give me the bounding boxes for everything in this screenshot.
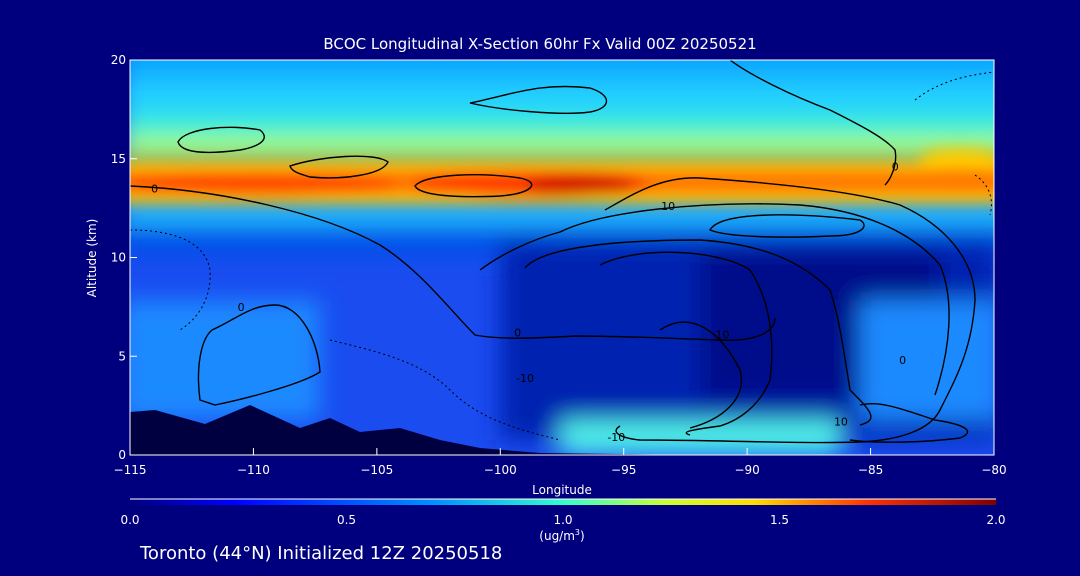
y-axis-label: Altitude (km) (85, 219, 99, 298)
y-tick-label-3: 15 (111, 152, 126, 166)
x-tick-label-1: −110 (237, 463, 270, 477)
contour-label-1: 0 (238, 301, 245, 314)
footer-caption: Toronto (44°N) Initialized 12Z 20250518 (140, 543, 503, 564)
x-tick-label-6: −85 (858, 463, 883, 477)
contour-label-2: 0 (514, 327, 521, 340)
x-axis: −115 −110 −105 −100 −95 −90 −85 −80 (114, 448, 1007, 477)
contour-label-7: 10 (834, 415, 848, 428)
colorbar-ticks: 0.0 0.5 1.0 1.5 2.0 (120, 513, 1005, 527)
contour-label-8: 0 (892, 161, 899, 174)
x-tick-label-4: −95 (611, 463, 636, 477)
x-axis-label: Longitude (532, 483, 592, 497)
y-tick-label-1: 5 (118, 349, 126, 363)
colorbar-tick-2: 1.0 (553, 513, 572, 527)
x-tick-label-2: −105 (360, 463, 393, 477)
x-tick-label-7: −80 (981, 463, 1006, 477)
dotted-contours (130, 71, 994, 441)
contours (130, 60, 976, 444)
y-tick-label-0: 0 (118, 448, 126, 462)
y-tick-label-2: 10 (111, 251, 126, 265)
colorbar-tick-0: 0.0 (120, 513, 139, 527)
colorbar-tick-4: 2.0 (986, 513, 1005, 527)
contour-label-4: -10 (607, 431, 625, 444)
contour-label-0: 0 (151, 182, 158, 195)
contour-labels: 0 0 0 -10 -10 10 10 10 0 0 (151, 161, 906, 445)
x-tick-label-3: −100 (484, 463, 517, 477)
y-axis: 0 5 10 15 20 (111, 53, 137, 462)
contour-label-3: -10 (516, 372, 534, 385)
colorbar (130, 499, 996, 505)
colorbar-tick-3: 1.5 (770, 513, 789, 527)
y-tick-label-4: 20 (111, 53, 126, 67)
contour-label-5: 10 (661, 200, 675, 213)
colorbar-tick-1: 0.5 (337, 513, 356, 527)
contour-label-6: 10 (715, 329, 729, 342)
chart-title: BCOC Longitudinal X-Section 60hr Fx Vali… (323, 35, 757, 53)
contour-label-9: 0 (899, 354, 906, 367)
x-tick-label-0: −115 (114, 463, 147, 477)
concentration-field (130, 60, 994, 455)
colorbar-label: (ug/m3) (539, 528, 584, 543)
x-tick-label-5: −90 (734, 463, 759, 477)
terrain (130, 405, 994, 455)
